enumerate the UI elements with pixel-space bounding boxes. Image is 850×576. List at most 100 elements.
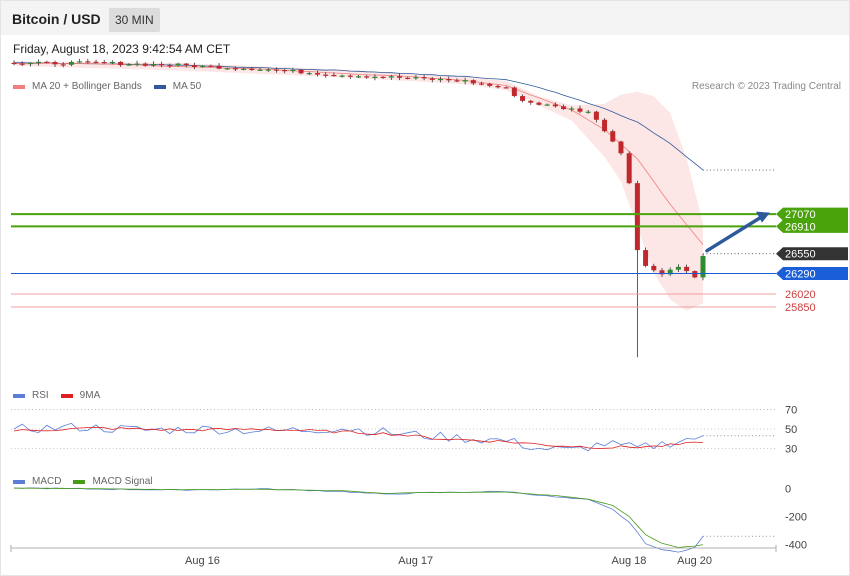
candle-body xyxy=(700,256,706,278)
macd-signal-line xyxy=(13,487,704,548)
credit-text: Research © 2023 Trading Central xyxy=(691,81,841,92)
candle-body xyxy=(93,61,99,63)
ma20-line xyxy=(14,62,704,245)
candle-body xyxy=(241,68,247,70)
level-tag-26910 xyxy=(776,219,848,233)
timeframe-badge[interactable]: 30 MIN xyxy=(109,8,160,32)
candle-body xyxy=(77,61,83,63)
rsi-9ma-line xyxy=(13,426,704,449)
level-label-26550: 26550 xyxy=(785,249,816,261)
candle-body xyxy=(356,76,361,78)
candle-body xyxy=(372,76,378,79)
candle-body xyxy=(520,96,526,101)
candle-body xyxy=(44,61,50,64)
level-tag-27070 xyxy=(776,207,848,221)
candle-body xyxy=(323,74,329,76)
candle-body xyxy=(470,80,476,84)
candle-body xyxy=(216,65,222,69)
x-axis-label: Aug 17 xyxy=(398,555,433,567)
candle-body xyxy=(380,76,386,79)
candle-body xyxy=(298,69,304,74)
level-label-27070: 27070 xyxy=(785,209,816,221)
candle-body xyxy=(101,61,107,64)
candle-body xyxy=(339,75,345,77)
candle-body xyxy=(495,85,501,88)
legend-ma50-label: MA 50 xyxy=(172,81,202,92)
candle-body xyxy=(150,63,156,66)
level-label-26020: 26020 xyxy=(785,289,816,301)
legend-swatch-macd xyxy=(13,479,25,484)
candle-body xyxy=(224,68,230,70)
candle-body xyxy=(454,80,460,82)
candle-body xyxy=(11,62,17,65)
candle-body xyxy=(593,111,599,120)
candle-body xyxy=(446,78,452,81)
candle-body xyxy=(397,76,403,78)
legend-ma20-label: MA 20 + Bollinger Bands xyxy=(32,81,142,92)
level-label-26290: 26290 xyxy=(785,269,816,281)
candle-body xyxy=(290,69,296,72)
candle-body xyxy=(692,271,698,278)
legend-macd-label: MACD xyxy=(32,476,62,487)
candle-body xyxy=(511,87,517,97)
projection-arrow-head xyxy=(756,211,770,223)
level-tag-26550 xyxy=(776,247,848,261)
candle-body xyxy=(167,65,173,67)
candle-body xyxy=(52,62,58,65)
level-label-25850: 25850 xyxy=(785,302,816,314)
candle-body xyxy=(388,76,394,78)
candle-body xyxy=(109,61,115,64)
candle-body xyxy=(667,269,673,275)
macd-tick-label: -200 xyxy=(785,512,807,524)
candle-body xyxy=(684,266,690,272)
rsi-tick-label: 30 xyxy=(785,443,797,455)
candle-body xyxy=(282,70,288,72)
legend-rsi-label: RSI xyxy=(32,390,49,401)
candle-body xyxy=(208,65,214,67)
candle-body xyxy=(577,108,583,112)
legend-swatch-ma50 xyxy=(153,84,166,89)
candle-body xyxy=(249,68,255,71)
candle-body xyxy=(585,111,591,113)
macd-line xyxy=(13,487,704,553)
candle-body xyxy=(60,64,66,66)
candle-body xyxy=(175,63,181,66)
candle-body xyxy=(265,69,271,71)
level-label-26910: 26910 xyxy=(785,221,816,233)
macd-tick-label: -400 xyxy=(785,540,807,552)
price-legend: MA 20 + Bollinger Bands MA 50 xyxy=(13,81,213,92)
legend-swatch-signal xyxy=(73,479,86,484)
candle-body xyxy=(634,183,640,251)
candle-body xyxy=(659,270,665,275)
candle-body xyxy=(479,83,485,85)
legend-signal-label: MACD Signal xyxy=(92,476,153,487)
chart-header: Bitcoin / USD 30 MIN xyxy=(1,1,849,35)
candle-body xyxy=(19,63,25,65)
page-title: Bitcoin / USD xyxy=(12,11,101,27)
candle-body xyxy=(561,106,567,110)
candle-body xyxy=(364,76,370,78)
candle-body xyxy=(183,63,189,66)
rsi-tick-label: 70 xyxy=(785,405,797,417)
candle-body xyxy=(118,61,124,66)
candle-body xyxy=(134,63,140,65)
candle-body xyxy=(429,78,435,80)
candle-body xyxy=(643,250,649,266)
candle-body xyxy=(651,265,657,271)
macd-legend: MACD MACD Signal xyxy=(13,476,164,487)
rsi-line xyxy=(13,422,704,452)
candle-body xyxy=(68,61,74,65)
candle-body xyxy=(413,77,419,79)
candle-body xyxy=(347,75,353,77)
level-tag-26290 xyxy=(776,267,848,281)
candle-body xyxy=(438,78,444,81)
candle-body xyxy=(27,62,33,65)
timestamp: Friday, August 18, 2023 9:42:54 AM CET xyxy=(13,42,231,56)
candle-body xyxy=(487,83,493,86)
x-axis-label: Aug 16 xyxy=(185,555,220,567)
candle-body xyxy=(159,63,165,66)
candle-body xyxy=(273,69,279,71)
candle-body xyxy=(536,102,542,105)
candle-body xyxy=(142,63,148,66)
legend-swatch-9ma xyxy=(60,393,73,398)
